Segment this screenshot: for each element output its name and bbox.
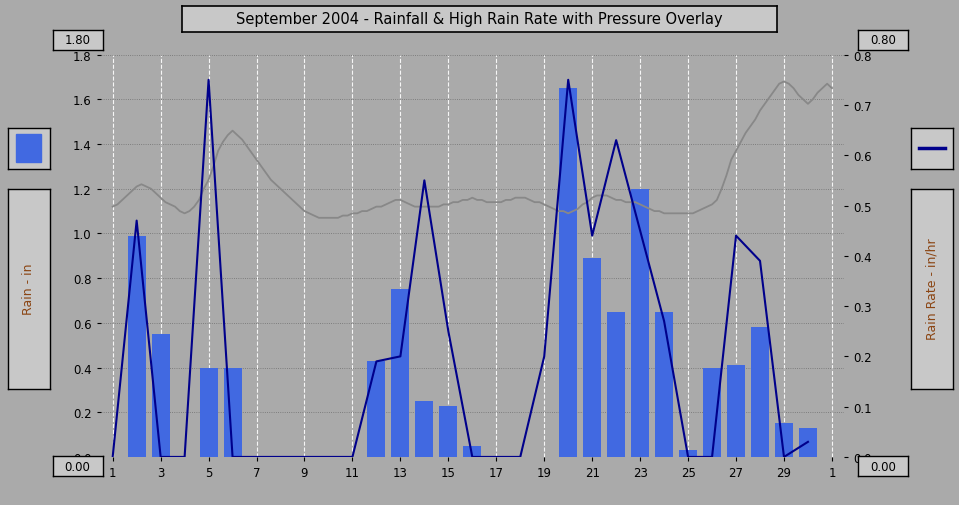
Bar: [199, 368, 218, 457]
Bar: [223, 368, 242, 457]
Bar: [751, 328, 769, 457]
Bar: [799, 428, 817, 457]
Bar: [679, 450, 697, 457]
Bar: [16, 135, 41, 163]
Bar: [128, 236, 146, 457]
Bar: [703, 368, 721, 457]
Text: 1.80: 1.80: [64, 34, 91, 47]
Bar: [727, 366, 745, 457]
Bar: [631, 189, 649, 457]
Text: Rain Rate - in/hr: Rain Rate - in/hr: [925, 238, 939, 340]
Bar: [367, 361, 386, 457]
Text: September 2004 - Rainfall & High Rain Rate with Pressure Overlay: September 2004 - Rainfall & High Rain Ra…: [236, 12, 723, 27]
Bar: [439, 406, 457, 457]
Bar: [152, 334, 170, 457]
Text: 0.00: 0.00: [65, 460, 90, 473]
Bar: [391, 290, 409, 457]
Bar: [559, 89, 577, 457]
Bar: [655, 312, 673, 457]
Bar: [607, 312, 625, 457]
Text: 0.00: 0.00: [871, 460, 896, 473]
Bar: [463, 446, 481, 457]
Bar: [775, 424, 793, 457]
Bar: [583, 259, 601, 457]
Bar: [415, 401, 433, 457]
Text: 0.80: 0.80: [871, 34, 896, 47]
Text: Rain - in: Rain - in: [22, 264, 35, 315]
